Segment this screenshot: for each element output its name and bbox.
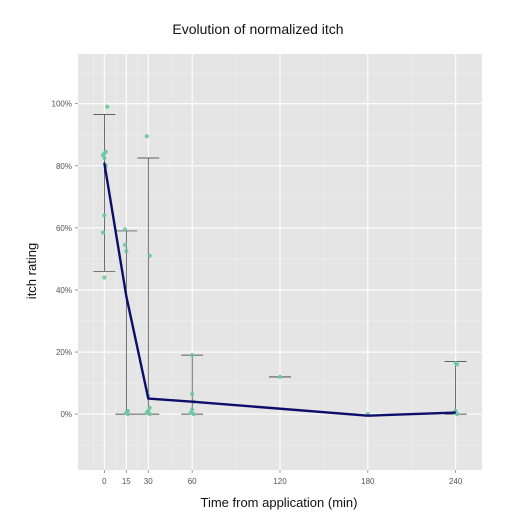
data-point	[125, 412, 130, 417]
data-point	[100, 230, 105, 235]
x-tick-label: 15	[122, 477, 131, 486]
data-point	[144, 134, 149, 139]
data-point	[122, 242, 127, 248]
mean-line-group	[103, 162, 456, 417]
mean-line	[103, 162, 456, 417]
x-tick-label: 180	[361, 477, 375, 486]
y-tick-label: 0%	[60, 410, 72, 419]
y-tick-label: 80%	[56, 162, 72, 171]
data-point	[102, 213, 107, 218]
y-tick-label: 20%	[56, 348, 72, 357]
x-axis: 0 15 30 60 120 180 240	[102, 470, 463, 486]
data-point	[147, 412, 152, 417]
y-axis-title: itch rating	[24, 243, 39, 299]
y-tick-label: 100%	[52, 100, 72, 109]
x-tick-label: 240	[449, 477, 463, 486]
data-point	[455, 362, 460, 367]
x-tick-label: 60	[188, 477, 197, 486]
data-point	[122, 227, 127, 232]
data-point	[190, 353, 195, 358]
data-point	[105, 104, 110, 109]
data-point	[102, 155, 107, 161]
data-point	[455, 412, 460, 417]
data-point	[103, 149, 108, 154]
y-axis: 0% 20% 40% 60% 80% 100%	[52, 100, 78, 419]
data-point	[191, 412, 196, 417]
error-bar	[93, 114, 116, 272]
data-point	[124, 249, 129, 254]
y-tick-label: 40%	[56, 286, 72, 295]
y-tick-label: 60%	[56, 224, 72, 233]
x-tick-label: 120	[273, 477, 287, 486]
data-point	[102, 275, 107, 280]
chart-title: Evolution of normalized itch	[172, 21, 343, 37]
data-point	[190, 391, 195, 397]
error-bars	[93, 114, 467, 415]
data-point	[277, 374, 283, 379]
data-point	[147, 253, 152, 258]
x-axis-title: Time from application (min)	[200, 495, 357, 510]
x-tick-label: 30	[144, 477, 153, 486]
x-tick-label: 0	[102, 477, 107, 486]
